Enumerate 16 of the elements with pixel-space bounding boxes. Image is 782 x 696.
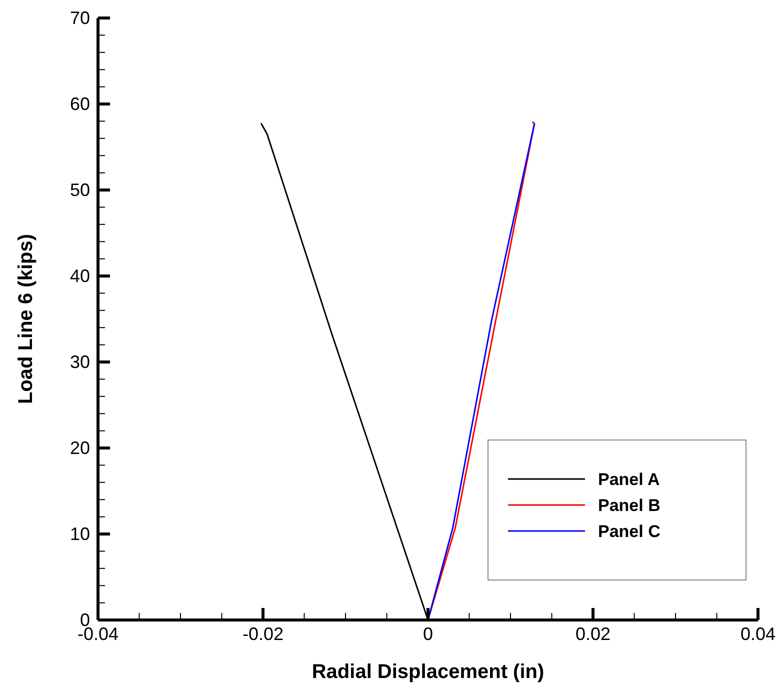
x-tick-label: 0 [422,624,434,644]
y-tick-label: 20 [70,438,90,458]
legend-label: Panel C [598,522,660,541]
x-tick-label: 0.02 [575,624,611,644]
legend-label: Panel A [598,470,660,489]
x-axis-title: Radial Displacement (in) [312,661,544,683]
y-tick-label: 10 [70,524,90,544]
y-tick-label: 30 [70,352,90,372]
y-tick-label: 70 [70,8,90,28]
y-axis-title: Load Line 6 (kips) [15,234,37,404]
y-tick-label: 40 [70,266,90,286]
x-tick-label: 0.04 [740,624,776,644]
y-tick-label: 50 [70,180,90,200]
y-tick-label: 60 [70,94,90,114]
x-tick-label: -0.02 [242,624,284,644]
legend-label: Panel B [598,496,660,515]
